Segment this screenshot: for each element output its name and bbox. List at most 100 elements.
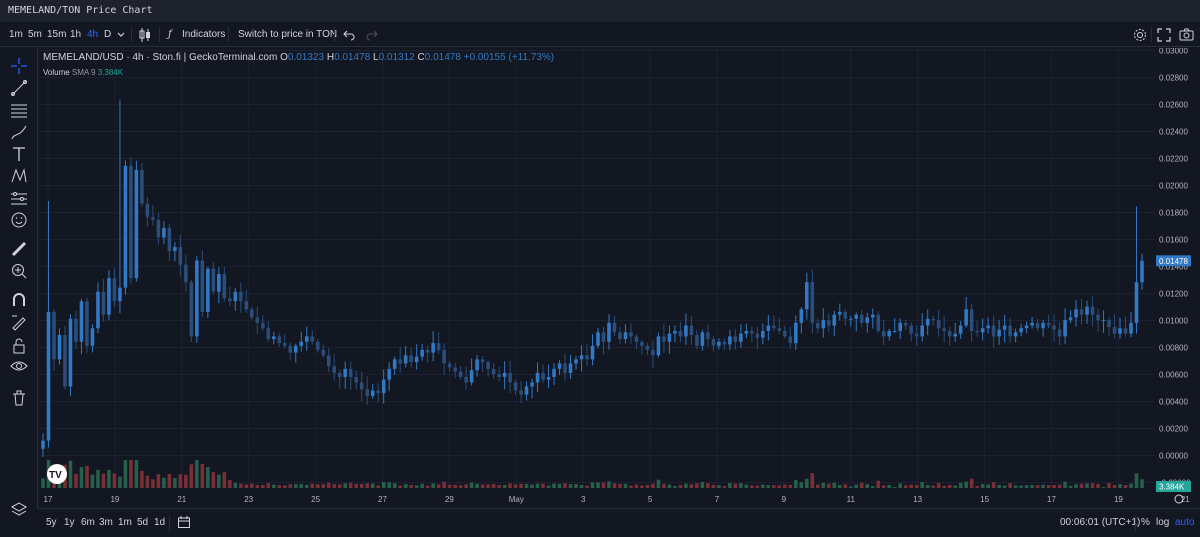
layers-icon[interactable]	[9, 500, 29, 520]
eye-icon[interactable]	[9, 356, 29, 376]
candle-body	[777, 328, 782, 331]
volume-bar	[794, 479, 798, 488]
candle-body	[590, 345, 595, 360]
x-tick-label: 27	[378, 495, 387, 504]
log-toggle[interactable]: log	[1156, 517, 1170, 528]
volume-bar	[579, 484, 584, 488]
clock-display[interactable]: 00:06:01 (UTC+1)	[1060, 517, 1141, 528]
candle-body	[250, 309, 254, 318]
candle-body	[1090, 306, 1095, 315]
trash-icon[interactable]	[9, 388, 29, 408]
candle-body	[530, 382, 534, 387]
fullscreen-icon[interactable]	[1157, 28, 1171, 42]
interval-1h[interactable]: 1h	[70, 29, 82, 40]
price-chart[interactable]: 0.03000 0.02800 0.02600 0.02400 0.02200 0.020…	[38, 48, 1200, 508]
switch-price-button[interactable]: Switch to price in TON	[238, 29, 338, 40]
window-title: MEMELAND/TON Price Chart	[0, 0, 1200, 22]
low-value: 0.01312	[378, 52, 415, 63]
trend-line-icon[interactable]	[9, 78, 29, 98]
settings-icon[interactable]	[1133, 28, 1147, 42]
candle-body	[63, 335, 67, 387]
forecast-icon[interactable]	[9, 188, 29, 208]
range-6m[interactable]: 6m	[81, 517, 95, 528]
volume-bar	[195, 460, 199, 488]
candle-body	[502, 372, 507, 377]
volume-bar	[733, 483, 738, 488]
volume-bar	[277, 484, 282, 488]
candle-body	[744, 330, 749, 334]
x-tick-label: 3	[581, 495, 586, 504]
bottom-toolbar: 5y 1y 6m 3m 1m 5d 1d 00:06:01 (UTC+1) % …	[38, 508, 1200, 537]
candle-body	[1074, 309, 1078, 318]
volume-bar	[1085, 483, 1089, 488]
x-tick-label: 17	[1047, 495, 1056, 504]
volume-bar	[173, 478, 177, 488]
candle-style-icon[interactable]	[139, 27, 151, 43]
range-1m[interactable]: 1m	[118, 517, 132, 528]
lock-icon[interactable]	[9, 336, 29, 356]
interval-15m[interactable]: 15m	[47, 29, 67, 40]
volume-bar	[480, 484, 485, 488]
emoji-icon[interactable]	[9, 210, 29, 230]
volume-bar	[788, 484, 793, 488]
candle-body	[816, 322, 820, 329]
candle-body	[200, 260, 205, 312]
range-5y[interactable]: 5y	[46, 517, 57, 528]
range-5d[interactable]: 5d	[137, 517, 149, 528]
text-icon[interactable]	[9, 144, 29, 164]
volume-bar	[403, 484, 408, 488]
percent-toggle[interactable]: %	[1141, 517, 1150, 528]
calendar-icon[interactable]	[177, 515, 191, 529]
x-tick-label: 19	[110, 495, 119, 504]
undo-icon[interactable]	[343, 29, 355, 41]
symbol-label[interactable]: MEMELAND/USD · 4h · Ston.fi | GeckoTermi…	[43, 52, 278, 63]
magnet-icon[interactable]	[9, 290, 29, 310]
crosshair-icon[interactable]	[9, 56, 29, 76]
volume-bar	[832, 482, 837, 488]
candle-body	[1030, 322, 1034, 326]
auto-toggle[interactable]: auto	[1175, 517, 1195, 528]
volume-bar	[304, 484, 309, 488]
candle-body	[914, 333, 919, 337]
interval-1m[interactable]: 1m	[9, 29, 23, 40]
indicators-icon[interactable]: ƒ	[168, 29, 172, 40]
volume-bar	[678, 484, 683, 488]
indicators-button[interactable]: Indicators	[182, 29, 226, 40]
candle-body	[1063, 320, 1067, 337]
ruler-icon[interactable]	[9, 239, 29, 259]
volume-bar	[568, 484, 573, 488]
interval-4h[interactable]: 4h	[87, 29, 99, 40]
range-3m[interactable]: 3m	[99, 517, 113, 528]
horizontal-lines-icon[interactable]	[9, 100, 29, 120]
range-1y[interactable]: 1y	[64, 517, 75, 528]
volume-bar	[634, 484, 639, 488]
volume-bar	[975, 485, 979, 488]
candle-body	[442, 349, 446, 364]
candle-body	[706, 332, 710, 340]
chevron-down-icon[interactable]	[117, 31, 125, 39]
zoom-in-icon[interactable]	[9, 261, 29, 281]
volume-bar	[958, 482, 963, 488]
brush-icon[interactable]	[9, 122, 29, 142]
volume-label[interactable]: Volume	[43, 68, 70, 77]
volume-legend: Volume SMA 9 3.384K	[43, 68, 123, 77]
candle-body	[184, 264, 188, 283]
volume-bar	[272, 484, 276, 488]
range-1d[interactable]: 1d	[154, 517, 166, 528]
x-tick-label: 9	[782, 495, 787, 504]
candle-body	[601, 332, 606, 342]
candle-body	[535, 372, 540, 383]
volume-bar	[854, 484, 859, 488]
candle-body	[920, 325, 924, 337]
redo-icon[interactable]	[366, 29, 378, 41]
pattern-icon[interactable]	[9, 166, 29, 186]
candle-body	[964, 309, 968, 326]
volume-bar	[903, 485, 908, 488]
interval-5m[interactable]: 5m	[28, 29, 42, 40]
interval-d[interactable]: D	[104, 29, 112, 40]
camera-icon[interactable]	[1179, 28, 1194, 42]
candle-body	[381, 379, 386, 394]
candle-body	[46, 312, 51, 441]
candle-body	[337, 372, 342, 377]
lock-drawing-icon[interactable]	[9, 312, 29, 332]
